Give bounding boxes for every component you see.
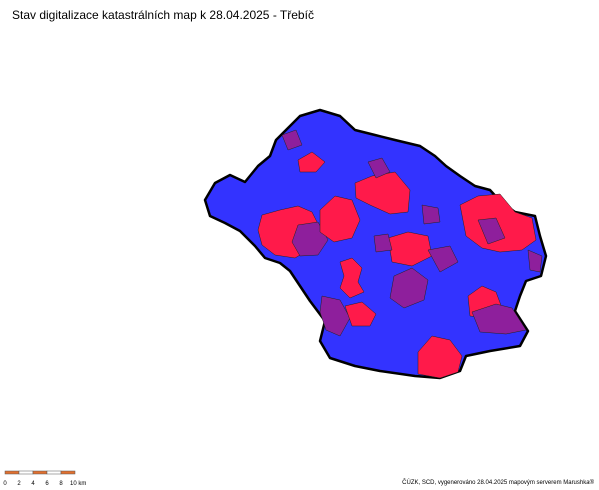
scale-segment — [18, 470, 34, 475]
attribution: ČÚZK, SCD, vygenerováno 28.04.2025 mapov… — [402, 479, 594, 486]
area-red — [319, 195, 361, 243]
district-map — [203, 108, 548, 380]
area-purple — [367, 157, 391, 179]
scale-segment — [4, 470, 20, 475]
area-purple — [427, 245, 459, 273]
scale-segment — [32, 470, 48, 475]
area-purple — [291, 221, 329, 257]
scale-label: 6 — [45, 481, 49, 487]
scale-label: 0 — [3, 481, 7, 487]
area-purple — [319, 295, 351, 337]
scale-label: 8 — [59, 481, 63, 487]
scale-segment — [60, 470, 76, 475]
area-red — [417, 335, 463, 379]
area-purple — [421, 204, 441, 225]
digitized-areas — [257, 129, 543, 379]
area-red — [339, 257, 365, 299]
scale-label: 2 — [17, 481, 21, 487]
area-red — [297, 151, 326, 173]
area-purple — [477, 217, 506, 245]
scale-segment — [46, 470, 62, 475]
area-purple — [527, 249, 543, 273]
area-purple — [389, 267, 429, 309]
area-purple — [471, 303, 527, 335]
scale-label: 10 km — [70, 481, 86, 487]
scale-bar: 0 2 4 6 8 10 km — [3, 470, 86, 487]
scale-label: 4 — [31, 481, 35, 487]
area-purple — [281, 129, 303, 151]
area-purple — [373, 233, 393, 253]
map-title: Stav digitalizace katastrálních map k 28… — [12, 8, 314, 22]
area-red — [344, 301, 377, 327]
